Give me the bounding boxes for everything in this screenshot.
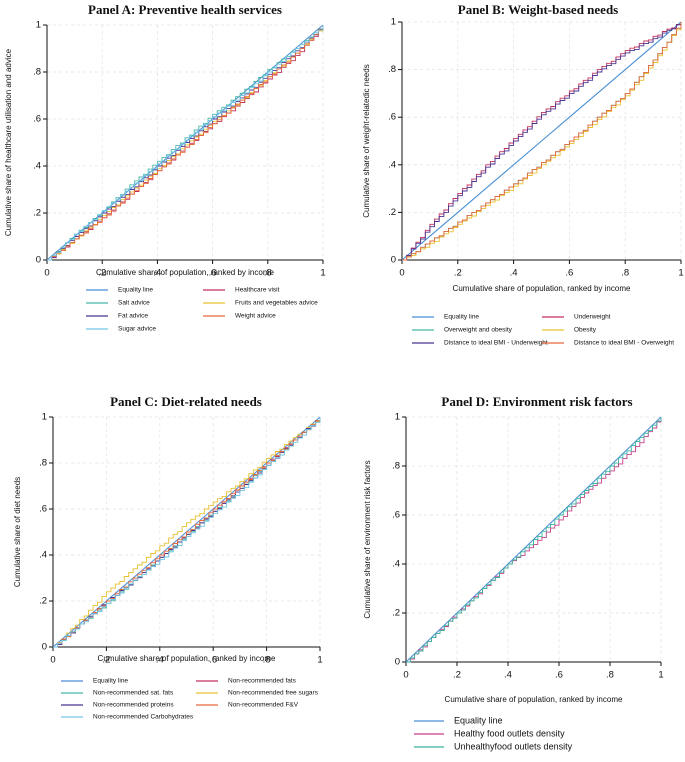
panel-c-legend-label: Non-recommended free sugars	[228, 690, 319, 697]
panel-a-y-axis-label: Cumulative share of healthcare utilisati…	[4, 48, 13, 236]
panel-c-x-tick-label: 1	[317, 655, 322, 666]
panel-d-x-tick-label: .2	[453, 670, 461, 681]
panel-d-x-axis-label: Cumulative share of population, ranked b…	[445, 695, 623, 704]
panel-b-x-tick-label: .8	[621, 268, 629, 279]
panel-c-legend-label: Non-recommended F&V	[228, 702, 299, 709]
panel-a-series-line	[47, 25, 324, 261]
panel-a-y-tick-label: .4	[33, 161, 41, 172]
panel-d-series-line	[406, 417, 662, 663]
panel-c-legend-label: Non-recommended proteins	[93, 702, 174, 709]
panel-d-legend-label: Unhealthyfood outlets density	[454, 741, 573, 751]
panel-b-legend-label: Obesity	[574, 327, 597, 334]
panel-b: Panel B: Weight-based needs 0 .2 .4 .6 .8 1 0 .2…	[362, 2, 684, 347]
panel-a-y-tick-label: 0	[36, 255, 41, 266]
panel-c-y-tick-label: .4	[39, 550, 47, 561]
panel-b-y-tick-label: .4	[388, 159, 396, 170]
panel-d-y-tick-label: .8	[392, 461, 400, 472]
panel-a-legend-label: Salt advice	[118, 300, 150, 307]
panel-c-x-tick-label: .6	[209, 655, 217, 666]
panel-d-y-tick-label: 1	[395, 412, 400, 423]
panel-a-legend-label: Sugar advice	[118, 326, 156, 333]
panel-a-x-tick-label: .2	[98, 268, 106, 279]
panel-c-x-tick-label: .4	[156, 655, 164, 666]
panel-a-y-tick-label: .2	[33, 208, 41, 219]
panel-c-y-tick-label: 0	[42, 642, 47, 653]
panel-c-series-line	[53, 417, 321, 648]
panel-b-y-tick-label: .8	[388, 64, 396, 75]
panel-c-x-tick-label: .8	[263, 655, 271, 666]
panel-b-y-axis-label: Cumulative share of weight-relatedic nee…	[362, 64, 371, 217]
panel-b-y-tick-label: 0	[391, 255, 396, 266]
panel-a-title: Panel A: Preventive health services	[88, 2, 282, 17]
panel-c-y-tick-label: .2	[39, 596, 47, 607]
panel-a-series-line	[47, 25, 324, 261]
panel-b-series-line	[401, 21, 682, 261]
panel-d-x-tick-label: 0	[403, 670, 408, 681]
panel-c-legend-label: Non-recommended sat. fats	[93, 690, 174, 697]
panel-c-series-line	[53, 417, 321, 648]
panel-c-legend-label: Equality line	[93, 678, 128, 685]
panel-b-y-tick-label: .6	[388, 112, 396, 123]
panel-b-title: Panel B: Weight-based needs	[458, 2, 618, 17]
panel-b-x-tick-label: .6	[565, 268, 573, 279]
panel-c-legend-label: Non-recommended fats	[228, 678, 297, 685]
panel-b-y-tick-label: .2	[388, 207, 396, 218]
panel-d-y-axis-label: Cumulative share of environment risk fac…	[363, 460, 372, 618]
panel-b-series-line	[402, 22, 682, 261]
panel-a-x-tick-label: 1	[320, 268, 325, 279]
panel-c-series-line	[53, 417, 321, 648]
panel-d-x-tick-label: 1	[658, 670, 663, 681]
panel-b-x-tick-label: 0	[399, 268, 404, 279]
panel-c-x-tick-label: 0	[50, 655, 55, 666]
panel-b-x-tick-label: 1	[678, 268, 683, 279]
panel-b-series-line	[402, 22, 682, 261]
panel-b-legend-label: Distance to ideal BMI - Underweight	[444, 340, 548, 347]
panel-a: Panel A: Preventive health services 0 .2 .4…	[4, 2, 326, 333]
panel-b-legend-label: Distance to ideal BMI - Overweight	[574, 340, 674, 347]
panel-c-y-tick-label: .6	[39, 504, 47, 515]
panel-a-legend-label: Fat advice	[118, 313, 148, 320]
panel-d: Panel D: Environment risk factors 0 .2 .4 .6…	[363, 394, 664, 751]
panel-c-y-axis-label: Cumulative share of diet needs	[13, 477, 22, 587]
panel-c-y-tick-label: 1	[42, 412, 47, 423]
panel-d-y-tick-label: 0	[395, 657, 400, 668]
panel-c-title: Panel C: Diet-related needs	[110, 394, 262, 409]
panel-c: Panel C: Diet-related needs 0 .2 .4 .6 .8 1 0 .2…	[13, 394, 323, 721]
panel-a-x-tick-label: .8	[264, 268, 272, 279]
panel-a-x-axis-label: Cumulative share of population, ranked b…	[96, 268, 274, 277]
panel-a-y-tick-label: .8	[33, 67, 41, 78]
panel-a-y-tick-label: .6	[33, 114, 41, 125]
panel-d-legend-label: Equality line	[454, 715, 503, 725]
panel-b-legend-label: Underweight	[574, 314, 611, 321]
panel-b-x-axis-label: Cumulative share of population, ranked b…	[453, 284, 631, 293]
panel-a-x-tick-label: .4	[153, 268, 161, 279]
panel-b-series-line	[402, 22, 682, 261]
panel-c-y-tick-label: .8	[39, 458, 47, 469]
panel-d-x-tick-label: .8	[606, 670, 614, 681]
panel-c-legend-label: Non-recommended Carbohydrates	[93, 714, 194, 721]
panel-b-legend-label: Equality line	[444, 314, 479, 321]
panel-d-x-tick-label: .4	[504, 670, 512, 681]
panel-b-x-tick-label: .4	[510, 268, 518, 279]
panel-a-legend-label: Equality line	[118, 287, 153, 294]
panel-d-legend-label: Healthy food outlets density	[454, 728, 565, 738]
panel-b-x-tick-label: .2	[454, 268, 462, 279]
panel-a-legend-label: Healthcare visit	[235, 287, 280, 294]
panel-d-x-tick-label: .6	[555, 670, 563, 681]
panel-a-x-tick-label: .6	[209, 268, 217, 279]
panel-a-legend-label: Weight advice	[235, 313, 276, 320]
panel-d-y-tick-label: .6	[392, 510, 400, 521]
panel-a-series-line	[47, 25, 324, 261]
panel-b-y-tick-label: 1	[391, 17, 396, 28]
panel-d-y-tick-label: .4	[392, 559, 400, 570]
panel-c-x-axis-label: Cumulative share of population, ranked b…	[98, 654, 276, 663]
panel-a-legend-label: Fruits and vegetables advice	[235, 300, 318, 307]
panel-b-legend-label: Overweight and obesity	[444, 327, 513, 334]
panel-c-x-tick-label: .2	[102, 655, 110, 666]
panel-a-x-tick-label: 0	[44, 268, 49, 279]
panel-a-y-tick-label: 1	[36, 20, 41, 31]
panel-d-title: Panel D: Environment risk factors	[441, 394, 632, 409]
panel-d-y-tick-label: .2	[392, 608, 400, 619]
